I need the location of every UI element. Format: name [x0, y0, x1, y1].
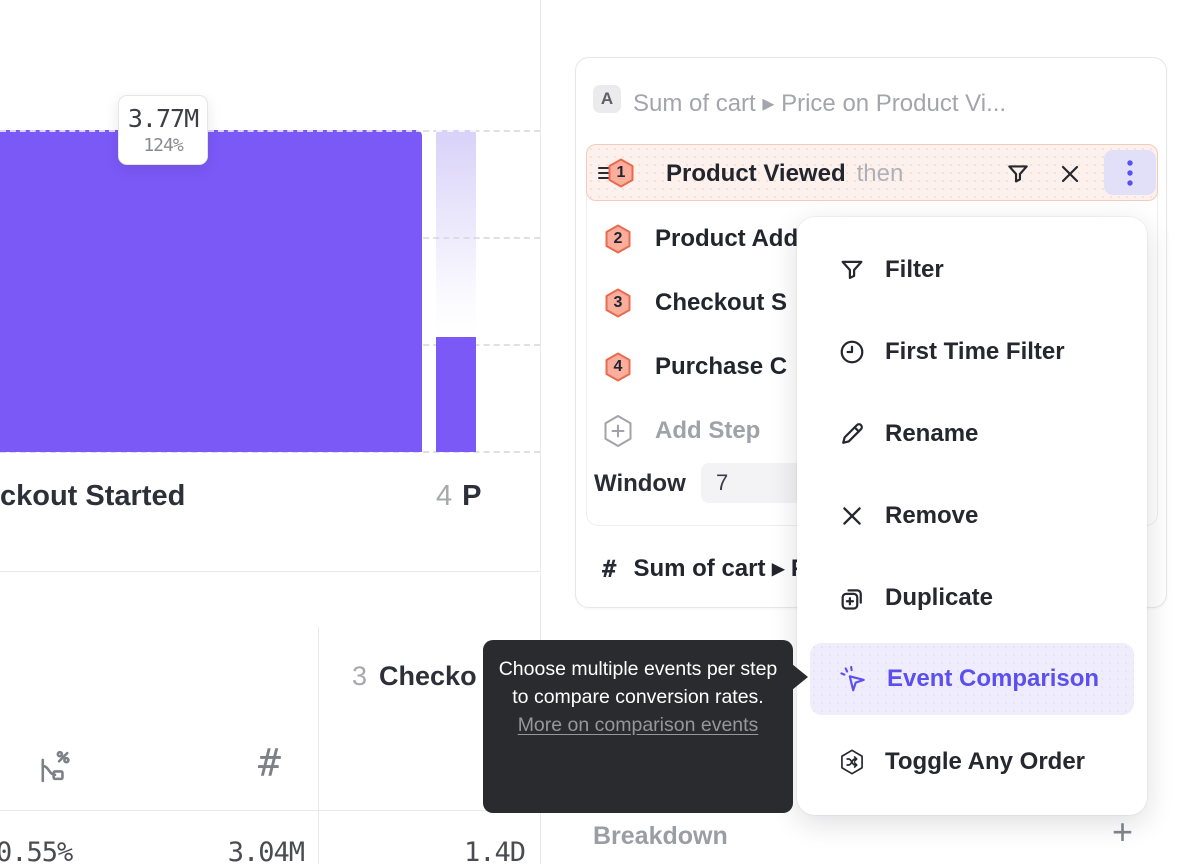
column-divider	[318, 627, 319, 864]
table-cell-count: 3.04M	[227, 837, 305, 864]
menu-item-filter[interactable]: Filter	[810, 235, 1134, 305]
count-icon: #	[602, 554, 617, 583]
tooltip-percent: 124%	[143, 135, 183, 156]
step-row-2[interactable]: 2 Product Add	[605, 223, 798, 255]
step-number-badge: 1	[608, 158, 634, 188]
tooltip-value: 3.77M	[127, 104, 199, 133]
step-then-suffix: then	[856, 160, 904, 187]
menu-item-event-comparison[interactable]: Event Comparison	[810, 643, 1134, 715]
metric-row[interactable]: # Sum of cart ▸ P	[602, 554, 807, 583]
table-cell-conversion: 0.55%	[0, 837, 73, 864]
window-label: Window	[594, 470, 686, 497]
chart-hover-tooltip: 3.77M 124%	[118, 95, 208, 165]
x-axis-step-number: 4	[436, 480, 453, 512]
tooltip-link[interactable]: More on comparison events	[517, 714, 759, 736]
step-row-4[interactable]: 4 Purchase C	[605, 351, 787, 383]
x-axis-step-text: P	[462, 480, 482, 512]
metric-title: Sum of cart ▸ P	[633, 555, 807, 582]
step-more-options-button[interactable]	[1104, 150, 1156, 195]
bar-threshold-dash	[436, 130, 476, 132]
column-group-label: Checko	[379, 661, 477, 691]
funnel-bar-checkout-started[interactable]	[0, 130, 422, 452]
filter-icon	[841, 260, 863, 280]
kebab-icon	[1127, 159, 1133, 186]
row-divider	[0, 810, 540, 811]
funnel-bar-purchase[interactable]	[436, 130, 476, 452]
step-event-name[interactable]: Product Viewed then	[666, 160, 904, 187]
add-step-hexagon-icon	[604, 415, 632, 447]
step-number-badge: 2	[605, 224, 631, 254]
add-step-button[interactable]: Add Step	[603, 414, 760, 448]
breakdown-label: Breakdown	[593, 822, 728, 850]
menu-item-duplicate[interactable]: Duplicate	[810, 563, 1134, 633]
shuffle-hexagon-icon	[841, 749, 863, 775]
gridline	[0, 451, 540, 453]
tooltip-text: Choose multiple events per step to compa…	[498, 658, 778, 708]
remove-step-icon[interactable]	[1058, 162, 1082, 186]
step-number-badge: 4	[605, 352, 631, 382]
step-options-menu: Filter First Time Filter Rename Remove	[797, 217, 1147, 815]
x-axis-label-checkout-started: ckout Started	[0, 480, 186, 512]
funnel-summary-table: 3 Checko # 0.55% 3.04M 1.4D	[0, 573, 541, 864]
bar-threshold-dash	[0, 130, 422, 132]
tooltip-arrow	[792, 664, 808, 690]
menu-item-rename[interactable]: Rename	[810, 399, 1134, 469]
series-title[interactable]: Sum of cart ▸ Price on Product Vi...	[633, 90, 1007, 117]
step-event-name: Checkout S	[655, 289, 788, 316]
column-group-number: 3	[352, 661, 368, 691]
menu-item-remove[interactable]: Remove	[810, 481, 1134, 551]
x-icon	[843, 507, 861, 525]
step-row-3[interactable]: 3 Checkout S	[605, 287, 787, 319]
table-cell-avg-time: 1.4D	[463, 837, 526, 864]
series-badge[interactable]: A	[593, 85, 621, 113]
funnel-bar-solid-segment	[436, 337, 476, 452]
menu-item-toggle-any-order[interactable]: Toggle Any Order	[810, 727, 1134, 797]
column-group-header[interactable]: 3 Checko	[352, 661, 477, 692]
step-row-1[interactable]: 1 Product Viewed then	[586, 144, 1158, 201]
add-breakdown-button[interactable]: +	[1112, 811, 1134, 852]
duplicate-icon	[841, 589, 862, 610]
clock-icon	[840, 340, 864, 364]
step-event-name: Product Add	[655, 225, 799, 252]
event-comparison-icon	[840, 665, 865, 692]
filter-icon[interactable]	[1005, 161, 1031, 187]
conversion-rate-icon[interactable]	[36, 748, 74, 784]
drag-handle-icon[interactable]	[596, 162, 612, 184]
pencil-icon	[842, 423, 863, 444]
menu-item-first-time-filter[interactable]: First Time Filter	[810, 317, 1134, 387]
step-event-name: Purchase C	[655, 353, 788, 380]
help-tooltip: Choose multiple events per step to compa…	[483, 640, 808, 813]
step-number-badge: 3	[605, 288, 631, 318]
count-icon[interactable]: #	[258, 741, 281, 785]
funnel-bar-faded-segment	[436, 130, 476, 337]
